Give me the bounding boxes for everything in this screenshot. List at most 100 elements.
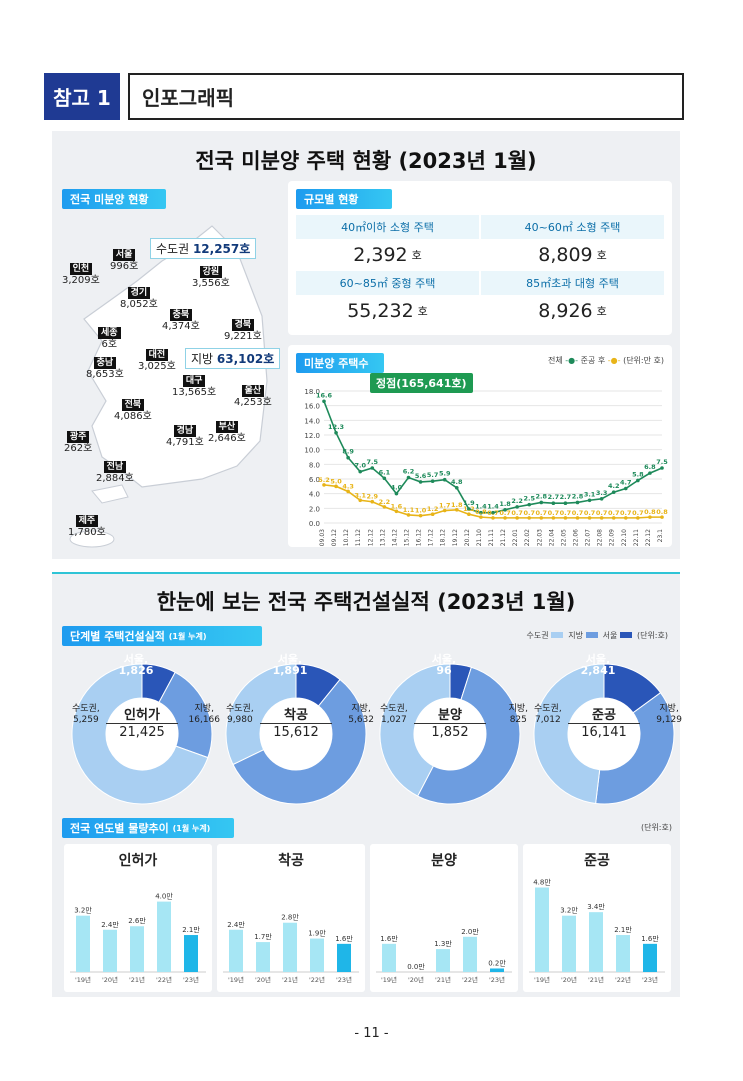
- local-slice-label: 지방, 9,129: [656, 704, 682, 726]
- region-name: 세종: [98, 327, 121, 339]
- data-label: 8.9: [342, 448, 354, 456]
- region-name: 서울: [112, 249, 136, 261]
- data-label: 1.8: [451, 501, 463, 509]
- data-point: [660, 466, 664, 470]
- year-chart-title: 준공: [584, 853, 610, 869]
- region-6: 경북 9,221호: [224, 319, 262, 343]
- bar-label: 2.1만: [182, 925, 200, 934]
- bar-label: 1.9만: [308, 929, 326, 938]
- seoul-value: 1,826: [118, 664, 154, 677]
- data-point: [479, 510, 483, 515]
- size-number: 2,392: [353, 244, 408, 266]
- x-tick-label: 22.03: [536, 529, 543, 546]
- region-2: 인천 3,209호: [62, 263, 100, 287]
- local-value: 16,166: [188, 715, 221, 725]
- donut-center: 준공 16,141: [568, 709, 640, 739]
- year-chart-title: 인허가: [118, 853, 158, 869]
- data-label: 6.1: [379, 468, 391, 476]
- data-label: 2.2: [379, 498, 391, 506]
- bar: [310, 938, 324, 972]
- section1-title: 전국 미분양 주택 현황 (2023년 1월): [195, 149, 537, 173]
- region-value: 4,791호: [166, 437, 204, 448]
- x-tick-label: 09.12: [331, 529, 338, 546]
- x-tick-label: 23.1: [657, 529, 664, 543]
- donut-center: 분양 1,852: [414, 709, 486, 739]
- year-label: '20년: [255, 975, 271, 984]
- region-value: 6호: [101, 339, 118, 350]
- x-tick-label: 21.11: [488, 529, 495, 546]
- x-tick-label: 22.07: [585, 529, 592, 546]
- peak-label: 정점(165,641호): [370, 373, 473, 393]
- data-label: 5.9: [439, 470, 451, 478]
- data-label: 7.5: [656, 458, 668, 466]
- local-total-box: 지방 63,102호: [185, 348, 281, 369]
- bar: [589, 912, 603, 972]
- data-label: 1.1: [403, 506, 415, 514]
- region-name: 인천: [69, 263, 93, 275]
- year-label: '21년: [588, 975, 604, 984]
- x-tick-label: 22.08: [597, 529, 604, 546]
- region-name: 대구: [182, 375, 206, 387]
- data-label: 16.6: [316, 391, 333, 399]
- reference-tag: 참고 1: [44, 73, 120, 120]
- data-point: [382, 505, 387, 509]
- seoul-prefix: 서울,: [277, 653, 303, 666]
- x-tick-label: 22.06: [573, 529, 580, 546]
- data-point: [430, 512, 435, 516]
- size-label: 40㎡이하 소형 주택: [296, 215, 479, 239]
- y-tick-label: 6.0: [309, 476, 320, 484]
- x-tick-label: 21.12: [500, 529, 507, 546]
- x-tick-label: 16.12: [416, 529, 423, 546]
- region-name: 대전: [145, 349, 169, 361]
- data-label: 2.9: [367, 493, 379, 501]
- bar-label: 2.1만: [614, 925, 632, 934]
- bar: [616, 935, 630, 972]
- capital-prefix: 수도권,: [534, 704, 562, 714]
- x-tick-label: 14.12: [391, 529, 398, 546]
- bar: [283, 922, 297, 972]
- data-label: 5.0: [330, 477, 342, 485]
- donut-chart: [379, 663, 521, 805]
- donut-2: 착공 15,612 서울, 1,891 수도권, 9,980 지방, 5,632: [216, 646, 376, 822]
- year-bar-chart: 2.4만 '19년 1.7만 '20년 2.8만 '21년 1.9만 '22년 1.6만 '23년: [223, 913, 359, 984]
- data-point: [648, 471, 652, 475]
- data-label: 2.2: [511, 497, 523, 505]
- capital-slice-label: 수도권, 9,980: [226, 704, 254, 726]
- size-cell-2: 40~60㎡ 소형 주택 8,809 호: [481, 215, 664, 271]
- seoul-prefix: 서울,: [123, 653, 149, 666]
- bar: [184, 935, 198, 972]
- data-label: 1.8: [499, 500, 511, 508]
- data-point: [660, 515, 664, 519]
- year-label: '22년: [462, 975, 478, 984]
- x-tick-label: 20.12: [464, 529, 471, 546]
- data-label: 4.3: [342, 482, 354, 490]
- data-label: 4.8: [451, 478, 463, 486]
- data-label: 1.2: [463, 505, 475, 513]
- seoul-value: 1,891: [272, 664, 308, 677]
- bar: [562, 915, 576, 972]
- donut-center: 인허가 21,425: [106, 709, 178, 739]
- year-label: '20년: [561, 975, 577, 984]
- construction-panel: 한눈에 보는 전국 주택건설실적 (2023년 1월) 단계별 주택건설실적 (…: [52, 572, 682, 997]
- year-chart-title: 분양: [431, 853, 457, 869]
- bar-label: 0.2만: [488, 958, 506, 967]
- year-chart-4: 준공 4.8만 '19년 3.2만 '20년 3.4만 '21년 2.1만 '22년 1.6만 '2…: [523, 844, 671, 992]
- x-tick-label: 21.10: [476, 529, 483, 546]
- y-tick-label: 4.0: [309, 491, 320, 499]
- region-15: 광주 262호: [64, 431, 92, 455]
- region-value: 4,374호: [162, 321, 200, 332]
- data-point: [623, 486, 628, 491]
- data-point: [322, 399, 326, 404]
- size-number: 8,809: [538, 244, 593, 266]
- region-value: 996호: [110, 261, 139, 272]
- data-label: 0.7: [596, 509, 608, 517]
- donut-chart: [533, 663, 675, 805]
- trend-pill-2-note: (1월 누계): [172, 823, 211, 833]
- seoul-prefix: 서울,: [431, 653, 457, 666]
- year-label: '23년: [489, 975, 505, 984]
- map-pill: 전국 미분양 현황: [62, 189, 166, 209]
- data-point: [430, 479, 435, 483]
- region-value: 2,884호: [96, 473, 134, 484]
- region-name: 전남: [103, 461, 127, 473]
- trend-unit: (단위:호): [640, 823, 672, 832]
